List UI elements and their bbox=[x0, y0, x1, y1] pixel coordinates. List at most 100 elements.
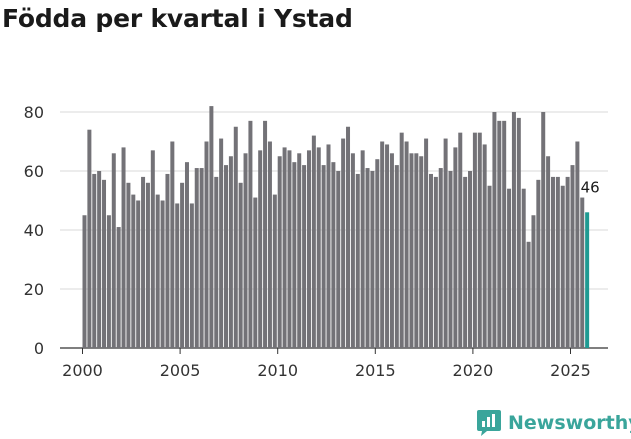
bar bbox=[184, 162, 189, 348]
bar bbox=[248, 120, 253, 348]
bar bbox=[136, 200, 141, 348]
bar bbox=[536, 179, 541, 348]
bar bbox=[487, 185, 492, 348]
bar bbox=[550, 176, 555, 348]
bars bbox=[82, 106, 590, 349]
bar bbox=[531, 215, 536, 348]
bar bbox=[150, 150, 155, 348]
bar bbox=[555, 176, 560, 348]
bar bbox=[331, 162, 336, 348]
bar bbox=[448, 171, 453, 348]
bar bbox=[272, 194, 277, 348]
bar bbox=[316, 147, 321, 348]
newsworthy-logo-icon bbox=[477, 410, 501, 436]
y-tick-label: 60 bbox=[24, 162, 44, 181]
x-tick-label: 2005 bbox=[160, 361, 201, 380]
bar bbox=[502, 120, 507, 348]
bar bbox=[375, 159, 380, 348]
bar bbox=[580, 197, 585, 348]
bar bbox=[233, 126, 238, 348]
x-tick-label: 2020 bbox=[453, 361, 494, 380]
x-tick-label: 2000 bbox=[62, 361, 103, 380]
bar bbox=[394, 165, 399, 348]
bar bbox=[297, 153, 302, 348]
bar bbox=[380, 141, 385, 348]
bar bbox=[346, 126, 351, 348]
bar bbox=[111, 153, 116, 348]
bar bbox=[482, 144, 487, 348]
bar bbox=[468, 171, 473, 348]
bar bbox=[238, 182, 243, 348]
bar bbox=[389, 153, 394, 348]
chart-title: Födda per kvartal i Ystad bbox=[2, 4, 353, 33]
bar bbox=[336, 171, 341, 348]
bar bbox=[116, 227, 121, 348]
bar bbox=[292, 162, 297, 348]
bar bbox=[141, 176, 146, 348]
bar bbox=[92, 173, 97, 348]
bar bbox=[106, 215, 111, 348]
bar bbox=[507, 188, 512, 348]
bar bbox=[477, 132, 482, 348]
bar bbox=[97, 171, 102, 348]
y-axis: 0 20 40 60 80 bbox=[24, 103, 44, 358]
bar bbox=[585, 212, 590, 348]
y-tick-label: 20 bbox=[24, 280, 44, 299]
bar bbox=[360, 150, 365, 348]
x-tick-label: 2015 bbox=[355, 361, 396, 380]
y-tick-label: 80 bbox=[24, 103, 44, 122]
bar bbox=[497, 120, 502, 348]
bar bbox=[263, 120, 268, 348]
bar bbox=[180, 182, 185, 348]
bar bbox=[243, 153, 248, 348]
bar bbox=[204, 141, 209, 348]
bar bbox=[194, 168, 199, 348]
bar bbox=[472, 132, 477, 348]
bar bbox=[82, 215, 87, 348]
bar bbox=[126, 182, 131, 348]
bar bbox=[189, 203, 194, 348]
last-value-label: 46 bbox=[581, 178, 600, 196]
y-tick-label: 0 bbox=[34, 339, 44, 358]
bar bbox=[306, 150, 311, 348]
bar bbox=[282, 147, 287, 348]
bar bbox=[258, 150, 263, 348]
bar bbox=[443, 138, 448, 348]
newsworthy-brand[interactable]: Newsworthy bbox=[476, 408, 631, 438]
bar bbox=[253, 197, 258, 348]
bar bbox=[438, 168, 443, 348]
bar bbox=[219, 138, 224, 348]
bar bbox=[160, 200, 165, 348]
bar bbox=[199, 168, 204, 348]
bar bbox=[541, 112, 546, 348]
bar bbox=[321, 165, 326, 348]
bar bbox=[365, 168, 370, 348]
bar bbox=[511, 112, 516, 348]
bar bbox=[341, 138, 346, 348]
bar bbox=[350, 153, 355, 348]
y-tick-label: 40 bbox=[24, 221, 44, 240]
bar bbox=[228, 156, 233, 348]
bar bbox=[414, 153, 419, 348]
bar bbox=[433, 176, 438, 348]
x-tick-label: 2025 bbox=[550, 361, 591, 380]
bar bbox=[399, 132, 404, 348]
bar bbox=[370, 171, 375, 348]
bar bbox=[492, 112, 497, 348]
bar bbox=[87, 129, 92, 348]
bar bbox=[458, 132, 463, 348]
x-tick-label: 2010 bbox=[257, 361, 298, 380]
bar bbox=[209, 106, 214, 348]
bar bbox=[419, 156, 424, 348]
bar bbox=[404, 141, 409, 348]
bar bbox=[428, 173, 433, 348]
bar bbox=[521, 188, 526, 348]
bar bbox=[409, 153, 414, 348]
x-axis: 2000 2005 2010 2015 2020 2025 bbox=[62, 348, 591, 380]
bar bbox=[175, 203, 180, 348]
bar bbox=[311, 135, 316, 348]
bar bbox=[326, 144, 331, 348]
bar bbox=[277, 156, 282, 348]
bar bbox=[267, 141, 272, 348]
bar bbox=[565, 176, 570, 348]
